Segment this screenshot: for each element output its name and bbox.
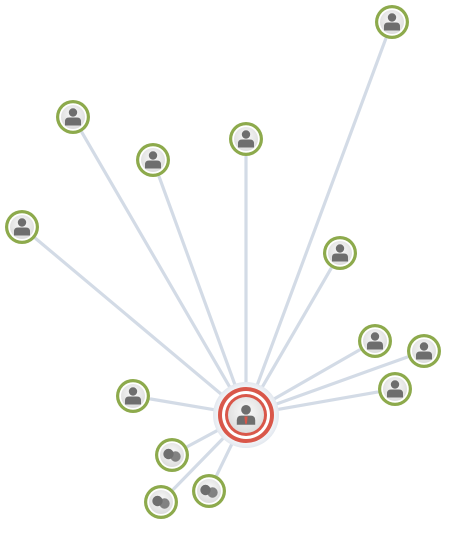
person-node-n6[interactable] bbox=[323, 236, 357, 270]
group-icon bbox=[152, 495, 170, 509]
person-icon bbox=[145, 151, 161, 169]
group-icon bbox=[163, 448, 181, 462]
edge-n8 bbox=[270, 355, 409, 408]
edge-n2 bbox=[80, 131, 234, 393]
group-node-n13[interactable] bbox=[144, 485, 178, 519]
edge-n11 bbox=[186, 426, 223, 448]
person-icon bbox=[14, 218, 30, 236]
person-node-n5[interactable] bbox=[5, 210, 39, 244]
person-node-n1[interactable] bbox=[375, 5, 409, 39]
person-icon bbox=[367, 332, 383, 350]
edge-n6 bbox=[258, 267, 333, 393]
group-icon bbox=[200, 484, 218, 498]
person-node-n2[interactable] bbox=[56, 100, 90, 134]
nodes-layer bbox=[5, 5, 441, 519]
edge-n13 bbox=[172, 433, 228, 491]
person-icon bbox=[236, 404, 256, 425]
person-icon bbox=[384, 13, 400, 31]
person-node-n4[interactable] bbox=[136, 143, 170, 177]
person-icon bbox=[332, 244, 348, 262]
edge-n1 bbox=[254, 37, 388, 391]
person-icon bbox=[65, 108, 81, 126]
edge-n12 bbox=[215, 438, 236, 477]
person-icon bbox=[387, 380, 403, 398]
edge-n5 bbox=[34, 237, 227, 399]
person-node-n7[interactable] bbox=[358, 324, 392, 358]
person-icon bbox=[238, 130, 254, 148]
person-node-n8[interactable] bbox=[407, 334, 441, 368]
group-node-n12[interactable] bbox=[192, 474, 226, 508]
edge-n4 bbox=[157, 175, 238, 391]
person-icon bbox=[416, 342, 432, 360]
edge-n10 bbox=[149, 397, 220, 412]
group-node-n11[interactable] bbox=[155, 438, 189, 472]
person-icon bbox=[125, 387, 141, 405]
edge-n9 bbox=[272, 390, 379, 412]
edge-n7 bbox=[268, 348, 361, 403]
center-node[interactable] bbox=[213, 382, 279, 448]
person-node-n3[interactable] bbox=[229, 122, 263, 156]
person-node-n10[interactable] bbox=[116, 379, 150, 413]
edges-layer bbox=[34, 37, 409, 491]
person-node-n9[interactable] bbox=[378, 372, 412, 406]
